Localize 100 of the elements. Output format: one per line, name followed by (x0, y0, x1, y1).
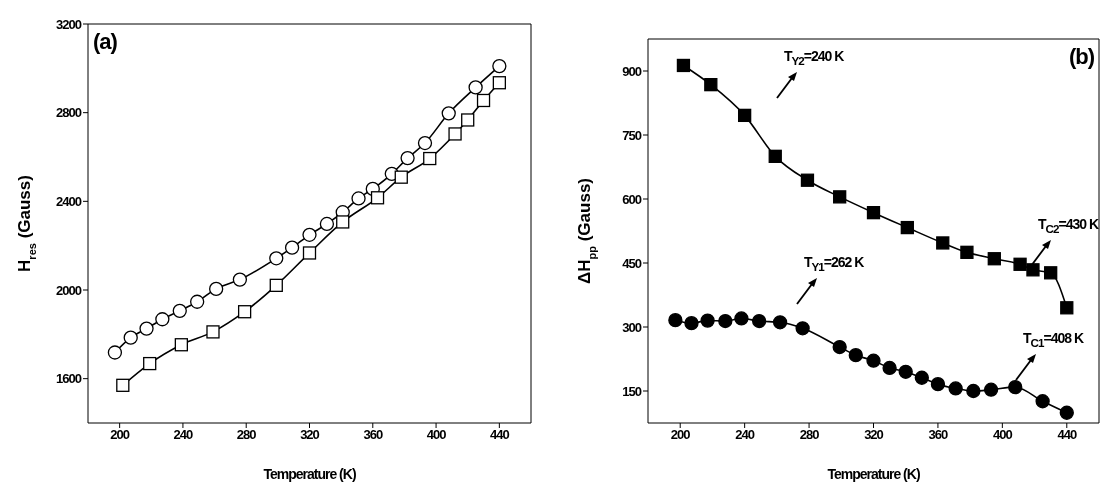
x-tick-label: 280 (236, 427, 257, 443)
point (155, 312, 170, 327)
y-tick-label: 3200 (56, 16, 82, 32)
point (833, 190, 847, 204)
point (400, 150, 415, 166)
point (209, 281, 224, 297)
point (800, 173, 815, 187)
point (139, 321, 154, 336)
annotation: T$_{C1}$=408 K (1023, 330, 1084, 351)
point (772, 315, 788, 330)
x-tick-label: 240 (173, 427, 194, 443)
point (718, 313, 733, 329)
point (441, 106, 456, 121)
point (751, 313, 767, 329)
x-tick-label: 400 (426, 427, 447, 443)
y-tick-label: 300 (622, 319, 642, 335)
annotation: T$_{Y1}$=262 K (804, 254, 864, 275)
point (1059, 405, 1074, 420)
point (866, 206, 881, 220)
point (768, 149, 782, 163)
point (206, 325, 220, 339)
point (948, 381, 963, 396)
point (704, 78, 718, 92)
y-tick-label: 2000 (56, 282, 82, 298)
y-tick-label: 450 (622, 255, 642, 271)
x-tick-label: 320 (300, 427, 320, 443)
point (795, 321, 810, 336)
point (107, 345, 123, 360)
point (116, 378, 130, 392)
point (930, 377, 946, 392)
point (174, 338, 188, 352)
point (423, 151, 437, 166)
x-axis-title: Temperature (K) (263, 466, 356, 482)
point (960, 245, 974, 259)
point (914, 370, 929, 385)
point (468, 80, 483, 95)
point (143, 356, 157, 371)
point (302, 246, 317, 260)
point (983, 382, 999, 397)
point (417, 135, 433, 151)
y-tick-label: 750 (622, 127, 642, 143)
x-tick-label: 320 (864, 427, 884, 443)
point (123, 330, 138, 345)
y-tick-label: 2400 (56, 193, 82, 209)
point (676, 58, 691, 73)
annotation: T$_{C2}$=430 K (1038, 216, 1099, 237)
point (237, 305, 252, 319)
point (492, 76, 507, 90)
point (448, 127, 462, 141)
point (394, 170, 408, 184)
annotation: (b) (1068, 44, 1094, 70)
point (866, 353, 881, 368)
point (684, 316, 699, 331)
point (987, 252, 1001, 266)
point (172, 303, 187, 318)
point (832, 339, 847, 355)
point (900, 220, 914, 235)
point (966, 383, 981, 399)
point (302, 227, 317, 242)
point (284, 240, 300, 255)
point (336, 215, 350, 229)
y-tick-label: 900 (622, 63, 642, 79)
point (1008, 380, 1023, 395)
x-tick-label: 360 (928, 427, 949, 443)
point (269, 251, 284, 266)
x-tick-label: 200 (110, 427, 130, 443)
point (461, 113, 475, 127)
x-tick-label: 400 (993, 427, 1013, 443)
point (190, 294, 205, 309)
y-tick-label: 2800 (56, 105, 82, 121)
point (370, 191, 385, 205)
point (351, 191, 366, 206)
annotation: (a) (93, 29, 117, 55)
point (319, 216, 335, 232)
point (232, 272, 248, 287)
x-tick-label: 240 (735, 427, 755, 443)
point (1044, 266, 1058, 280)
point (1060, 301, 1074, 315)
point (898, 364, 913, 379)
point (700, 313, 715, 328)
x-tick-label: 200 (670, 427, 691, 443)
x-tick-label: 440 (1057, 427, 1077, 443)
annotation: T$_{Y2}$=240 K (784, 48, 844, 69)
y-tick-label: 150 (622, 383, 642, 399)
x-tick-label: 440 (490, 427, 510, 443)
x-axis-title: Temperature (K) (827, 466, 920, 482)
point (269, 278, 283, 292)
point (737, 108, 752, 123)
y-tick-label: 600 (622, 191, 642, 207)
point (1026, 263, 1040, 277)
point (492, 58, 507, 74)
point (476, 93, 491, 108)
x-tick-label: 360 (363, 427, 383, 443)
point (1013, 257, 1027, 271)
x-tick-label: 280 (799, 427, 820, 443)
point (734, 311, 749, 326)
point (936, 236, 950, 250)
y-tick-label: 1600 (56, 371, 82, 387)
point (1035, 394, 1050, 409)
point (668, 313, 683, 328)
